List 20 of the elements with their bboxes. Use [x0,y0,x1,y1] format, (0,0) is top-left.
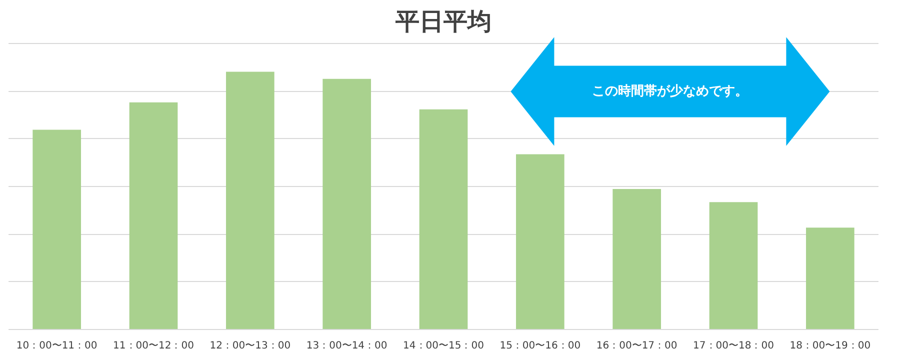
bar [32,130,81,330]
x-tick-label: 11：00〜12：00 [113,340,194,352]
bar [226,72,274,330]
x-tick-label: 15：00〜16：00 [500,340,581,352]
bar [129,102,178,330]
x-tick-label: 17：00〜18：00 [693,340,774,352]
bar [709,202,758,330]
bar [516,154,564,330]
x-tick-label: 12：00〜13：00 [210,340,291,352]
bar [419,109,468,330]
x-tick-label: 16：00〜17：00 [596,340,678,352]
annotation: この時間帯が少なめです。 [592,84,748,99]
chart-title: 平日平均 [394,8,492,36]
x-tick-label: 14：00〜15：00 [403,340,484,352]
bar [322,78,371,330]
x-tick-label: 10：00〜11：00 [16,340,98,352]
x-tick-label: 18：00〜19：00 [790,340,871,352]
bar [612,189,661,330]
bar [806,228,854,330]
x-tick-label: 13：00〜14：00 [306,340,388,352]
